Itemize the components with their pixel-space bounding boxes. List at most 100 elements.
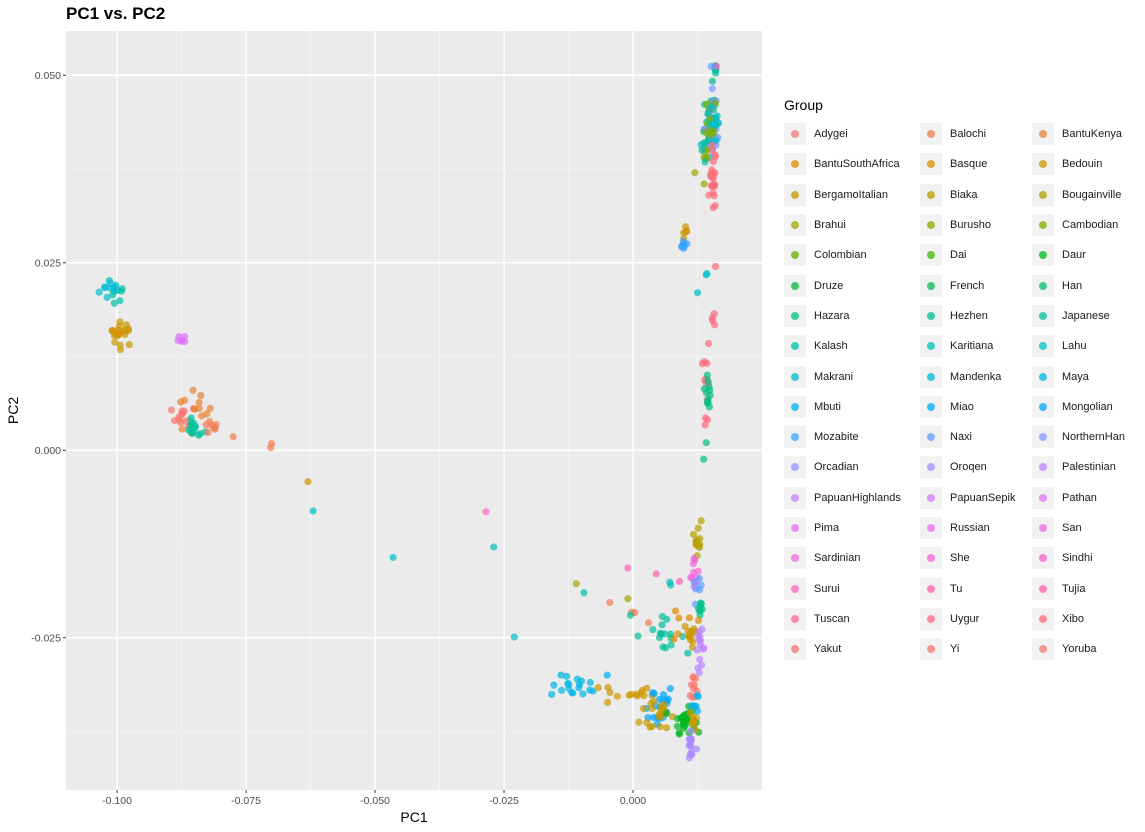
data-point: [690, 578, 698, 587]
data-point: [657, 707, 665, 715]
data-point: [702, 439, 710, 447]
legend-label: She: [950, 552, 970, 565]
legend-key: [784, 395, 806, 418]
legend-item: Tujia: [1032, 573, 1142, 603]
data-point: [693, 707, 702, 715]
x-tick-label: -0.100: [102, 795, 132, 807]
legend-key: [920, 517, 942, 539]
legend-dot-icon: [1039, 524, 1047, 532]
legend-item: Pathan: [1032, 483, 1142, 513]
legend-label: Mandenka: [950, 370, 1002, 383]
legend-label: Burusho: [950, 219, 991, 232]
legend: Group Adygei Balochi BantuKenya BantuSouthA…: [784, 97, 1142, 664]
data-point: [701, 158, 709, 166]
legend-item: Tu: [920, 573, 1032, 603]
data-point: [681, 622, 689, 630]
legend-dot-icon: [791, 524, 799, 532]
legend-item: Surui: [784, 573, 920, 603]
data-point: [709, 174, 717, 182]
legend-item: Cambodian: [1032, 210, 1142, 240]
legend-dot-icon: [927, 221, 935, 230]
legend-dot-icon: [927, 160, 935, 169]
data-point: [703, 371, 711, 379]
legend-dot-icon: [927, 402, 935, 411]
data-point: [198, 412, 206, 420]
legend-key: [1032, 365, 1054, 388]
legend-label: Mongolian: [1062, 400, 1113, 413]
data-point: [114, 330, 123, 339]
data-point: [557, 671, 565, 679]
data-point: [707, 62, 715, 70]
data-point: [304, 478, 312, 486]
data-point: [117, 287, 125, 295]
y-axis: 0.050 0.025 0.000 -0.025: [31, 70, 66, 644]
legend-dot-icon: [791, 342, 799, 351]
data-point: [701, 414, 710, 422]
x-tick-label: 0.000: [620, 795, 646, 807]
legend-key: [1032, 123, 1054, 146]
legend-dot-icon: [1039, 221, 1047, 230]
legend-label: Uygur: [950, 612, 980, 625]
legend-dot-icon: [1039, 311, 1047, 320]
data-point: [594, 683, 602, 692]
data-point: [125, 341, 133, 349]
legend-dot-icon: [791, 372, 799, 381]
data-point: [639, 704, 648, 713]
data-point: [697, 517, 705, 525]
legend-item: Han: [1032, 270, 1142, 300]
legend-item: Adygei: [784, 119, 920, 149]
data-point: [691, 169, 699, 177]
data-point: [579, 690, 587, 698]
data-point: [95, 288, 103, 296]
legend-label: Balochi: [950, 128, 987, 141]
legend-label: Pathan: [1062, 491, 1097, 504]
data-point: [671, 607, 680, 615]
data-point: [634, 632, 642, 640]
data-point: [649, 625, 657, 634]
legend-item: Druze: [784, 270, 920, 300]
legend-label: Sardinian: [814, 552, 861, 565]
x-axis-title: PC1: [400, 809, 427, 825]
data-point: [510, 633, 518, 641]
data-point: [708, 77, 717, 85]
legend-label: Druze: [814, 279, 844, 292]
legend-item: Mozabite: [784, 422, 920, 452]
legend-key: [1032, 183, 1054, 206]
legend-label: Brahui: [814, 219, 846, 232]
data-point: [659, 691, 668, 699]
data-point: [689, 530, 698, 538]
data-point: [174, 336, 182, 344]
data-point: [482, 508, 490, 516]
legend-dot-icon: [791, 584, 799, 593]
legend-label: Yakut: [814, 643, 842, 656]
legend-dot-icon: [927, 372, 935, 381]
data-point: [670, 635, 678, 643]
data-point: [116, 297, 124, 305]
y-tick-label: 0.000: [35, 445, 61, 457]
legend-label: Russian: [950, 522, 990, 534]
legend-label: Hazara: [814, 309, 850, 322]
data-point: [696, 535, 704, 543]
legend-item: Biaka: [920, 180, 1032, 210]
data-point: [711, 153, 719, 161]
data-point: [267, 444, 275, 452]
data-point: [661, 644, 670, 652]
data-point: [696, 655, 704, 663]
data-point: [700, 358, 709, 366]
legend-item: Sardinian: [784, 543, 920, 573]
data-point: [696, 640, 704, 649]
data-point: [685, 742, 693, 750]
data-point: [667, 641, 675, 649]
legend-dot-icon: [1039, 281, 1047, 290]
legend-label: Adygei: [814, 128, 848, 141]
data-point: [675, 730, 683, 738]
legend-item: NorthernHan: [1032, 422, 1142, 452]
data-point: [627, 690, 635, 699]
chart-title: PC1 vs. PC2: [66, 4, 166, 23]
x-tick-label: -0.050: [360, 795, 390, 807]
legend-label: PapuanHighlands: [814, 491, 901, 504]
legend-item: Balochi: [920, 119, 1032, 149]
data-point: [697, 661, 706, 669]
legend-item: Lahu: [1032, 331, 1142, 361]
legend-key: [920, 638, 942, 661]
